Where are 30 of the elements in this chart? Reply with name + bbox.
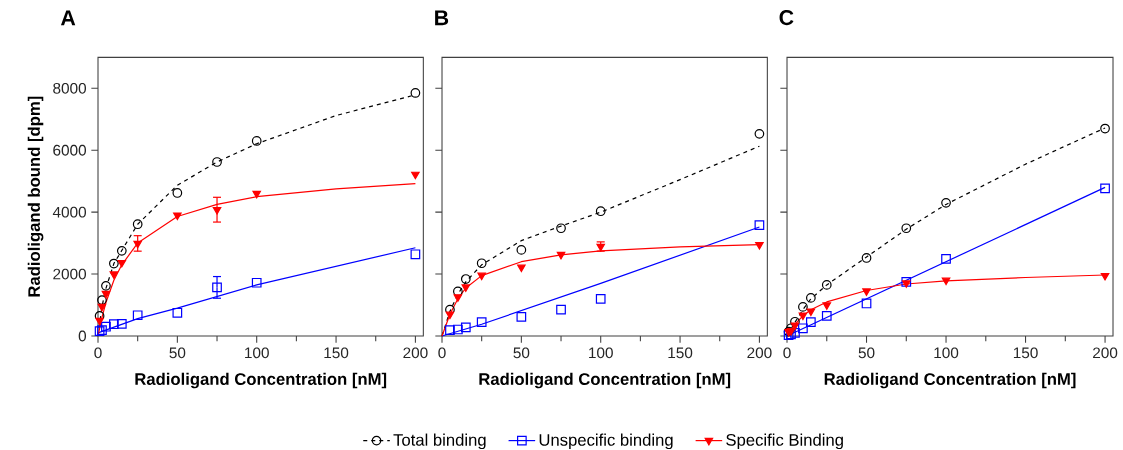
x-tick-label: 200	[1093, 347, 1118, 359]
x-tick-label: 200	[747, 347, 772, 359]
x-tick-label: 0	[438, 347, 446, 359]
x-tick-label: 150	[324, 347, 349, 359]
x-tick-label: 200	[403, 347, 428, 359]
x-tick-label: 100	[589, 347, 613, 359]
legend-label: Total binding	[393, 433, 486, 450]
x-tick-label: 0	[94, 347, 102, 359]
x-tick-label: 0	[783, 347, 791, 359]
legend-label: Specific Binding	[726, 433, 843, 450]
legend-label: Unspecific binding	[539, 433, 673, 450]
x-tick-label: 100	[245, 347, 269, 359]
x-tick-label: 50	[169, 347, 186, 359]
x-tick-label: 150	[1013, 347, 1038, 359]
x-axis-title: Radioligand Concentration [nM]	[135, 372, 387, 389]
y-tick-label: 2000	[53, 268, 87, 280]
y-axis-title: Radioligand bound [dpm]	[27, 96, 44, 297]
y-tick-label: 0	[78, 330, 87, 342]
y-tick-label: 6000	[53, 144, 87, 156]
x-tick-label: 50	[513, 347, 530, 359]
x-tick-label: 150	[668, 347, 693, 359]
x-axis-title: Radioligand Concentration [nM]	[479, 372, 731, 389]
chart-title: A	[60, 10, 76, 26]
x-tick-label: 50	[858, 347, 875, 359]
x-axis-title: Radioligand Concentration [nM]	[824, 372, 1076, 389]
chart-title: B	[435, 10, 449, 26]
y-tick-label: 4000	[52, 206, 87, 218]
x-tick-label: 100	[934, 347, 959, 359]
chart-title: C	[779, 10, 794, 26]
y-tick-label: 8000	[53, 82, 87, 94]
